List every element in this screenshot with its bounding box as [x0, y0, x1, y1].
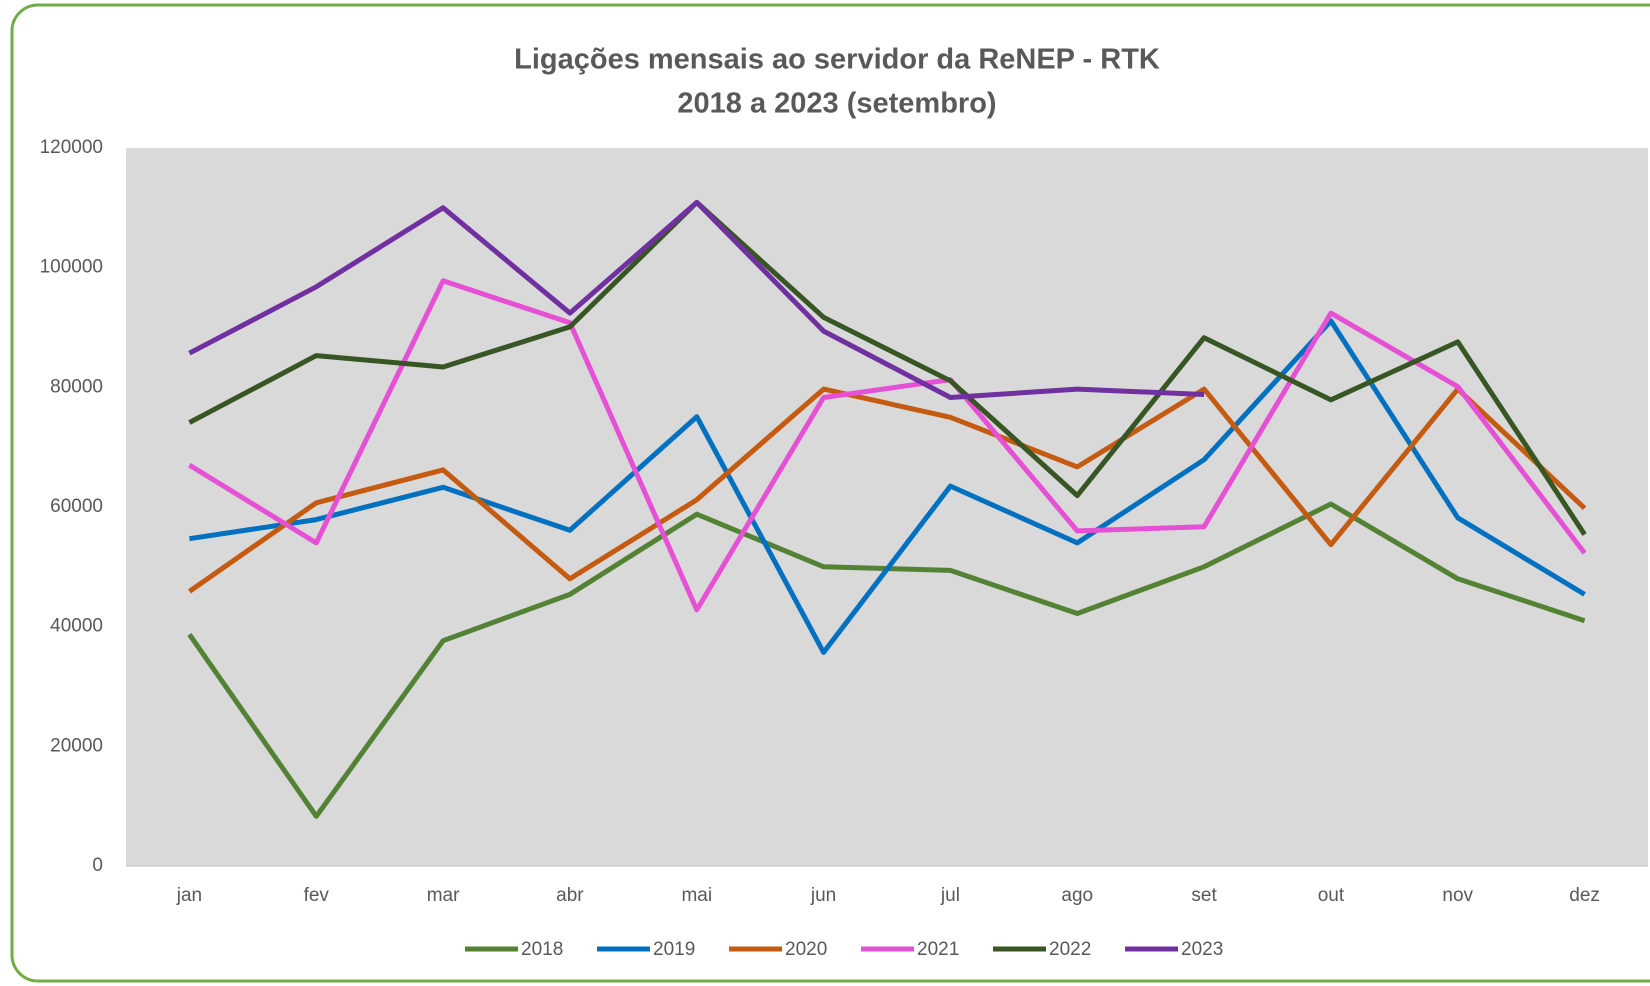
- x-tick-label: jun: [810, 885, 836, 906]
- x-tick-label: set: [1191, 885, 1217, 906]
- x-tick-label: jan: [176, 885, 202, 906]
- x-tick-label: jul: [940, 885, 960, 906]
- x-tick-label: mai: [681, 885, 712, 906]
- series-line: [187, 386, 1587, 594]
- y-tick-label: 0: [92, 855, 103, 876]
- chart-subtitle: 2018 a 2023 (setembro): [677, 88, 996, 120]
- x-tick-label: mar: [427, 885, 460, 906]
- legend-label: 2020: [785, 939, 827, 960]
- x-tick-label: abr: [556, 885, 584, 906]
- series-line: [189, 318, 1586, 655]
- x-tick-label: nov: [1442, 885, 1473, 906]
- legend-label: 2022: [1049, 939, 1091, 960]
- series-line: [188, 199, 1587, 536]
- legend-label: 2023: [1181, 939, 1223, 960]
- series-line: [188, 199, 1205, 400]
- series-line: [188, 278, 1587, 613]
- y-tick-label: 40000: [50, 616, 103, 637]
- y-tick-label: 20000: [50, 735, 103, 756]
- x-tick-label: ago: [1061, 885, 1093, 906]
- chart-title: Ligações mensais ao servidor da ReNEP - …: [514, 44, 1160, 76]
- y-tick-label: 100000: [40, 257, 103, 278]
- plot-area: [126, 148, 1648, 866]
- legend-label: 2019: [653, 939, 695, 960]
- legend-label: 2021: [917, 939, 959, 960]
- x-tick-label: out: [1318, 885, 1345, 906]
- legend-label: 2018: [521, 939, 563, 960]
- x-tick-label: dez: [1569, 885, 1600, 906]
- y-tick-label: 60000: [50, 496, 103, 517]
- y-tick-label: 120000: [40, 137, 103, 158]
- x-tick-label: fev: [304, 885, 330, 906]
- y-tick-label: 80000: [50, 376, 103, 397]
